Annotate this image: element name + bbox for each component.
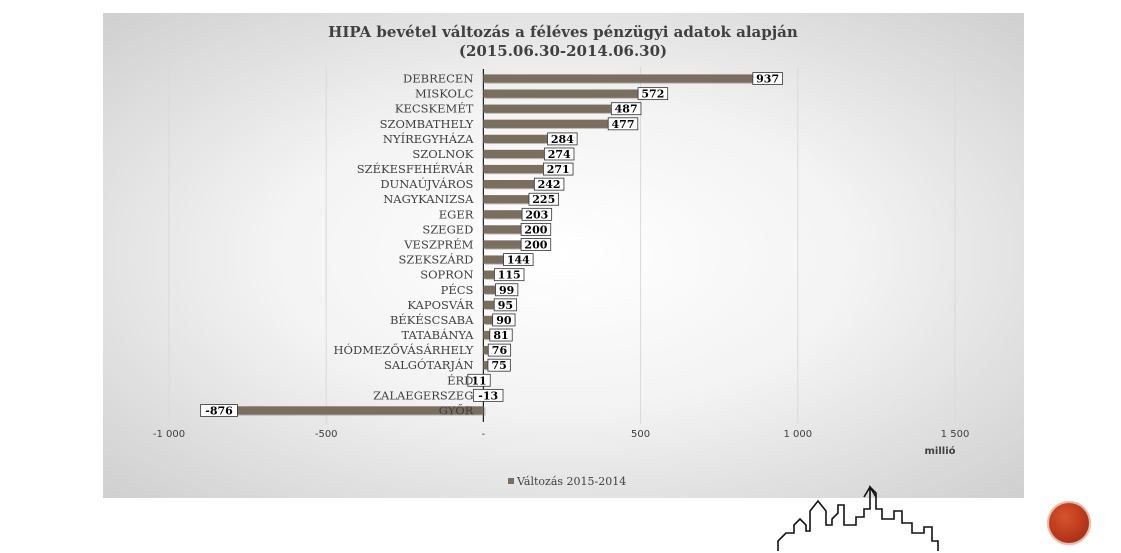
svg-text:115: 115 <box>498 269 521 282</box>
svg-text:144: 144 <box>507 254 530 267</box>
category-label: KECSKEMÉT <box>395 102 474 116</box>
data-label: 200 <box>520 238 552 252</box>
chart-panel: HIPA bevétel változás a féléves pénzügyi… <box>103 13 1024 498</box>
category-label: SZOMBATHELY <box>380 117 474 131</box>
bar <box>483 225 547 234</box>
data-label: -876 <box>200 404 238 417</box>
category-label: ÉRD <box>447 373 473 387</box>
bar <box>483 210 548 219</box>
category-label: TATABÁNYA <box>402 328 475 342</box>
chart-title-line1: HIPA bevétel változás a féléves pénzügyi… <box>328 23 798 41</box>
data-label: 115 <box>493 268 525 282</box>
svg-text:274: 274 <box>548 148 571 161</box>
category-label: SZÉKESFEHÉRVÁR <box>357 162 474 176</box>
category-label: MISKOLC <box>415 87 474 101</box>
category-label: SALGÓTARJÁN <box>384 358 473 372</box>
bar <box>483 240 547 249</box>
bar <box>483 134 573 144</box>
bar-chart: HIPA bevétel változás a féléves pénzügyi… <box>153 23 970 488</box>
bar <box>207 406 484 415</box>
data-label: 242 <box>533 177 565 191</box>
data-label: 572 <box>637 87 669 101</box>
category-label: SZEKSZÁRD <box>398 253 473 267</box>
category-label: DUNAÚJVÁROS <box>380 177 473 191</box>
svg-text:284: 284 <box>551 133 574 146</box>
category-label: PÉCS <box>441 283 474 297</box>
city-skyline-decoration <box>777 485 939 551</box>
category-label: GYŐR <box>439 403 474 417</box>
data-label: 225 <box>528 192 559 206</box>
svg-text:242: 242 <box>538 178 561 191</box>
data-label: 144 <box>503 253 534 267</box>
svg-text:75: 75 <box>491 359 506 372</box>
chart-title-line2: (2015.06.30-2014.06.30) <box>459 42 667 60</box>
bar <box>483 195 555 204</box>
data-label: 477 <box>607 117 639 131</box>
bar <box>483 149 570 159</box>
x-tick-label: -1 000 <box>153 429 185 440</box>
svg-text:90: 90 <box>496 314 512 327</box>
svg-text:76: 76 <box>492 344 508 357</box>
bar <box>483 119 634 128</box>
bar <box>483 164 569 174</box>
svg-text:-13: -13 <box>478 389 498 402</box>
data-label: 76 <box>487 343 512 357</box>
svg-text:477: 477 <box>612 118 635 131</box>
data-label: 284 <box>547 132 578 146</box>
svg-text:95: 95 <box>498 299 513 312</box>
svg-text:81: 81 <box>493 329 508 342</box>
bar <box>483 89 664 98</box>
bar <box>483 104 637 113</box>
x-axis-unit-label: millió <box>924 445 955 457</box>
category-label: ZALAEGERSZEG <box>373 388 473 402</box>
x-tick-label: - <box>482 429 486 440</box>
svg-text:203: 203 <box>525 208 548 221</box>
legend-swatch <box>508 478 514 484</box>
x-tick-label: 1 000 <box>783 429 812 440</box>
data-label: 203 <box>521 207 553 221</box>
data-label: 271 <box>543 162 574 176</box>
bar <box>483 180 560 189</box>
category-label: SOPRON <box>420 268 473 282</box>
data-label: 75 <box>487 358 511 372</box>
data-label: 81 <box>489 328 513 342</box>
category-label: DEBRECEN <box>403 72 473 86</box>
data-label: 90 <box>492 313 516 327</box>
svg-text:271: 271 <box>547 163 570 176</box>
svg-text:225: 225 <box>532 193 555 206</box>
data-label: 95 <box>493 298 518 312</box>
x-tick-label: 500 <box>631 429 650 440</box>
legend[interactable]: Változás 2015-2014 <box>508 475 626 488</box>
category-label: SZOLNOK <box>412 147 473 161</box>
svg-text:99: 99 <box>499 284 514 297</box>
category-label: KAPOSVÁR <box>407 298 473 312</box>
svg-text:200: 200 <box>524 239 547 252</box>
svg-text:937: 937 <box>756 73 779 86</box>
svg-text:-876: -876 <box>205 404 233 417</box>
category-label: VESZPRÉM <box>403 238 473 252</box>
category-label: HÓDMEZŐVÁSÁRHELY <box>334 343 474 357</box>
data-label: 274 <box>543 147 575 161</box>
data-label: 11 <box>467 373 491 387</box>
svg-text:572: 572 <box>641 88 664 101</box>
bar <box>483 74 778 83</box>
category-label: EGER <box>439 207 474 221</box>
legend-label: Változás 2015-2014 <box>516 475 626 488</box>
data-label: 937 <box>752 72 783 86</box>
data-label: 200 <box>520 223 552 236</box>
category-label: SZEGED <box>422 222 473 236</box>
data-label: 487 <box>610 102 642 116</box>
category-label: NAGYKANIZSA <box>383 192 474 206</box>
svg-text:487: 487 <box>615 103 638 116</box>
x-tick-label: -500 <box>315 429 338 440</box>
data-label: 99 <box>495 283 519 297</box>
category-label: NYÍREGYHÁZA <box>383 132 474 146</box>
data-label: -13 <box>472 388 504 402</box>
x-tick-label: 1 500 <box>941 429 970 440</box>
svg-text:200: 200 <box>524 223 547 236</box>
round-nav-button[interactable] <box>1049 503 1089 543</box>
svg-text:11: 11 <box>471 374 486 387</box>
category-label: BÉKÉSCSABA <box>390 313 474 327</box>
